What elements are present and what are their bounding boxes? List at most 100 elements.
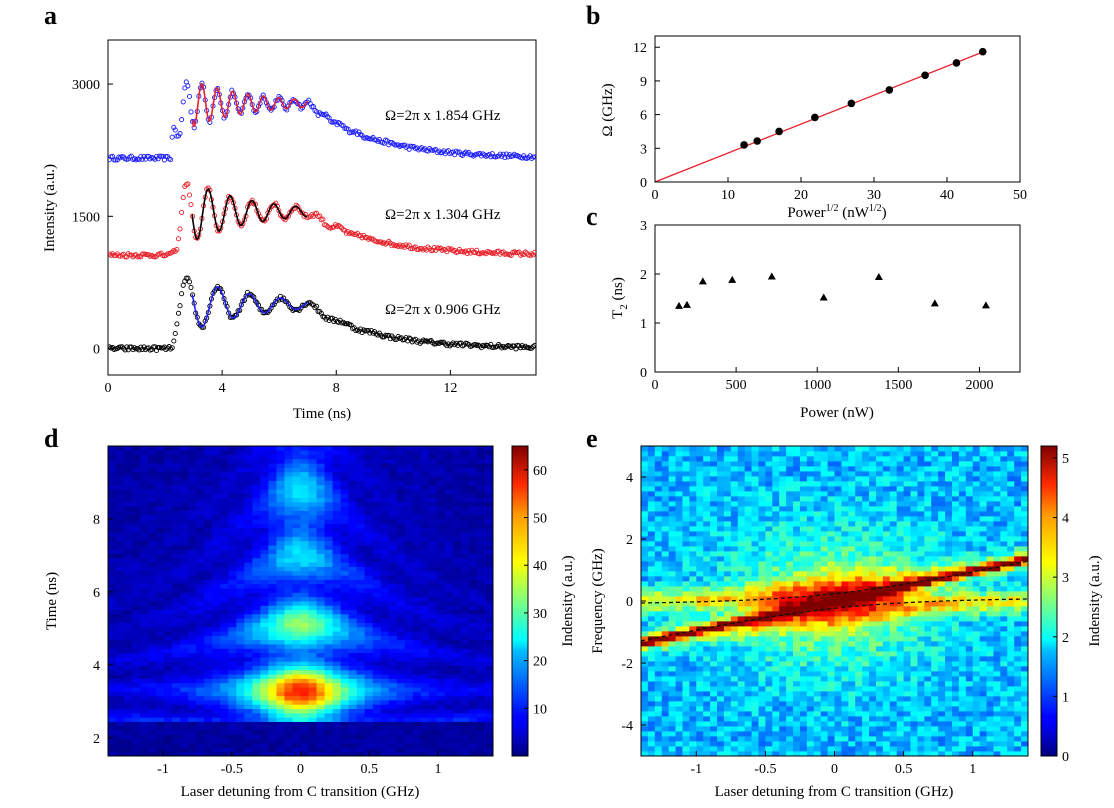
panel-d-cell xyxy=(164,682,173,688)
panel-d-cell xyxy=(308,545,317,550)
panel-d-cell xyxy=(140,557,149,563)
panel-b-point xyxy=(978,47,987,56)
panel-d-cell xyxy=(164,501,173,507)
panel-d-cell xyxy=(260,678,269,684)
panel-d-cell xyxy=(436,540,446,546)
panel-d-cell xyxy=(428,519,438,524)
panel-d-cell xyxy=(188,691,197,697)
panel-e-cell xyxy=(647,571,656,577)
panel-d-cell xyxy=(116,678,125,684)
panel-e-cell xyxy=(675,656,683,662)
panel-a-plot-area xyxy=(108,79,536,354)
panel-d-cell xyxy=(420,691,430,697)
panel-d-cell xyxy=(332,562,341,567)
panel-d-cell xyxy=(364,708,374,714)
panel-d-cell xyxy=(164,489,173,494)
panel-d-cell xyxy=(452,523,462,529)
panel-e-cell xyxy=(661,531,670,537)
panel-d-cell xyxy=(460,519,470,524)
panel-d-cell xyxy=(308,605,317,611)
panel-d-cell xyxy=(236,450,245,456)
panel-d-cell xyxy=(148,656,157,662)
panel-d-cell xyxy=(356,747,366,753)
panel-d-cell xyxy=(196,682,205,688)
panel-d-cell xyxy=(116,725,125,731)
panel-d-cell xyxy=(156,652,165,658)
panel-d-cell xyxy=(332,570,341,576)
panel-d-cell xyxy=(220,514,229,520)
panel-d-cell xyxy=(276,514,285,520)
panel-d-cell xyxy=(164,751,173,757)
panel-d-cell xyxy=(228,695,237,701)
panel-d-cell xyxy=(180,514,189,520)
panel-d-cell xyxy=(244,691,253,697)
panel-d-cell xyxy=(428,592,438,598)
panel-d-cell xyxy=(180,751,189,757)
panel-e-cell xyxy=(654,721,663,727)
panel-d-cell xyxy=(252,471,261,477)
panel-e-cell xyxy=(675,521,683,527)
panel-d-cell xyxy=(428,609,438,615)
panel-d-cell xyxy=(196,712,205,718)
panel-e-cell xyxy=(641,566,649,572)
panel-d-cell xyxy=(340,454,350,460)
panel-d-cell xyxy=(364,489,374,494)
panel-d-cell xyxy=(164,471,173,477)
panel-e-cell xyxy=(696,481,704,487)
panel-d-cell xyxy=(156,751,165,757)
panel-d-cell xyxy=(204,601,213,606)
panel-d-cell xyxy=(484,674,494,679)
panel-d-cell xyxy=(380,743,390,748)
panel-e-cell xyxy=(641,696,649,702)
panel-d-cell xyxy=(388,527,398,533)
panel-e-cell xyxy=(682,446,690,452)
panel-d-cell xyxy=(188,613,197,619)
panel-e-cell xyxy=(682,746,690,752)
panel-d-cell xyxy=(244,687,253,692)
panel-d-cell xyxy=(116,665,125,671)
panel-d-cell xyxy=(276,708,285,714)
panel-a-point xyxy=(168,157,174,163)
panel-d-cell xyxy=(332,446,341,451)
panel-d-cell xyxy=(388,725,398,731)
panel-e-cell xyxy=(647,586,656,592)
panel-e-cell xyxy=(641,526,649,532)
panel-d-cell xyxy=(444,596,454,602)
panel-d-cell xyxy=(372,570,382,576)
panel-d-cell xyxy=(140,678,149,684)
panel-d-cell xyxy=(340,545,350,550)
panel-e-cell xyxy=(696,716,704,722)
panel-d-cell xyxy=(196,747,205,753)
panel-d-cell xyxy=(228,631,237,636)
panel-d-cell xyxy=(396,700,406,705)
panel-d-cell xyxy=(388,678,398,684)
panel-d-cell xyxy=(172,601,181,606)
panel-d-cell xyxy=(108,588,117,593)
panel-e-cell xyxy=(668,631,676,637)
panel-d-cell xyxy=(284,506,293,511)
panel-a-series-2 xyxy=(108,181,536,260)
panel-d-cell xyxy=(356,609,366,615)
panel-d-cell xyxy=(148,484,157,490)
panel-d-cell xyxy=(276,609,285,615)
panel-d-cell xyxy=(436,549,446,555)
panel-d-cell xyxy=(268,665,277,671)
panel-d-cell xyxy=(260,562,269,567)
panel-e-cell xyxy=(647,676,656,682)
panel-d-cell xyxy=(244,721,253,727)
panel-d-cell xyxy=(364,622,374,628)
panel-d-cell xyxy=(372,562,382,567)
panel-d-cell xyxy=(332,721,341,727)
panel-d-cell xyxy=(364,549,374,555)
panel-d-cell xyxy=(452,747,462,753)
panel-d-cell xyxy=(156,519,165,524)
panel-d-cell xyxy=(172,570,181,576)
panel-d-cell xyxy=(148,622,157,628)
panel-e-cell xyxy=(696,731,704,737)
panel-a-point xyxy=(177,131,183,137)
panel-d-cell xyxy=(436,652,446,658)
panel-d-cell xyxy=(244,639,253,645)
panel-d-cell xyxy=(300,631,309,636)
panel-d-cell xyxy=(444,635,454,641)
panel-d-cell xyxy=(332,480,341,486)
